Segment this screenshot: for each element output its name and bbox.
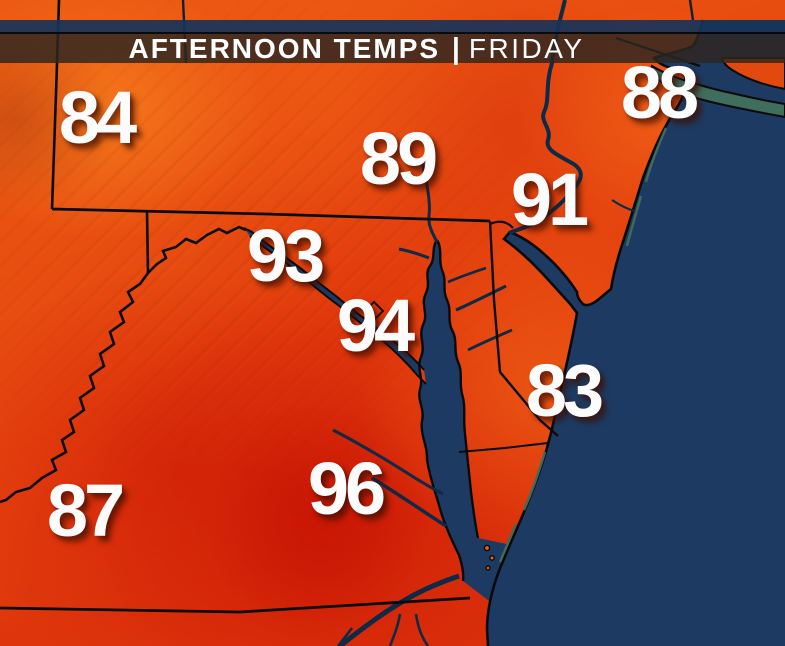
nanticoke-river (467, 328, 513, 352)
temp-label-87: 87 (46, 469, 125, 553)
temp-label-94: 94 (336, 284, 415, 368)
york-river (371, 476, 447, 528)
patapsco-river (398, 247, 430, 260)
temp-label-88: 88 (620, 51, 699, 135)
hudson-river (688, 0, 695, 21)
banner-day: FRIDAY (468, 33, 585, 64)
title-banner: AFTERNOON TEMPS | FRIDAY (0, 20, 785, 65)
nc-rivers (336, 613, 430, 646)
chester-river (447, 266, 487, 284)
delaware-river (508, 0, 583, 235)
temp-label-91: 91 (510, 158, 589, 242)
banner-text-bar: AFTERNOON TEMPS | FRIDAY (0, 32, 785, 65)
upper-potomac-river (147, 225, 247, 274)
dc-boundary (363, 300, 385, 322)
banner-separator: | (452, 32, 460, 65)
bay-mouth-islands (483, 544, 495, 571)
temp-label-96: 96 (307, 447, 386, 531)
nj-barrier-islands (625, 127, 668, 247)
temp-label-84: 84 (58, 76, 137, 160)
border-mason-dixon (51, 207, 491, 223)
border-de-arc (489, 220, 514, 229)
chesapeake-west-shore (418, 239, 465, 582)
choptank-river (455, 284, 507, 312)
border-md-va-delmarva (458, 442, 549, 453)
potomac-river-banks (243, 227, 427, 385)
james-river (338, 573, 460, 646)
temp-label-83: 83 (525, 349, 604, 433)
long-island (648, 64, 785, 119)
border-wv-va (0, 272, 150, 504)
chesapeake-east-shore (435, 239, 480, 539)
banner-blue-stripe (0, 20, 785, 34)
border-hancock-line (145, 211, 150, 274)
delmarva-barrier-islands (498, 451, 547, 563)
water-fill (244, 20, 785, 646)
atlantic-coastline (485, 19, 705, 646)
border-md-de (488, 220, 559, 437)
susquehanna-river (419, 157, 439, 243)
rappahannock-river (332, 428, 444, 496)
temp-label-89: 89 (359, 117, 438, 201)
temp-label-93: 93 (246, 214, 325, 298)
border-va-nc (0, 596, 471, 614)
banner-title: AFTERNOON TEMPS (128, 33, 441, 64)
